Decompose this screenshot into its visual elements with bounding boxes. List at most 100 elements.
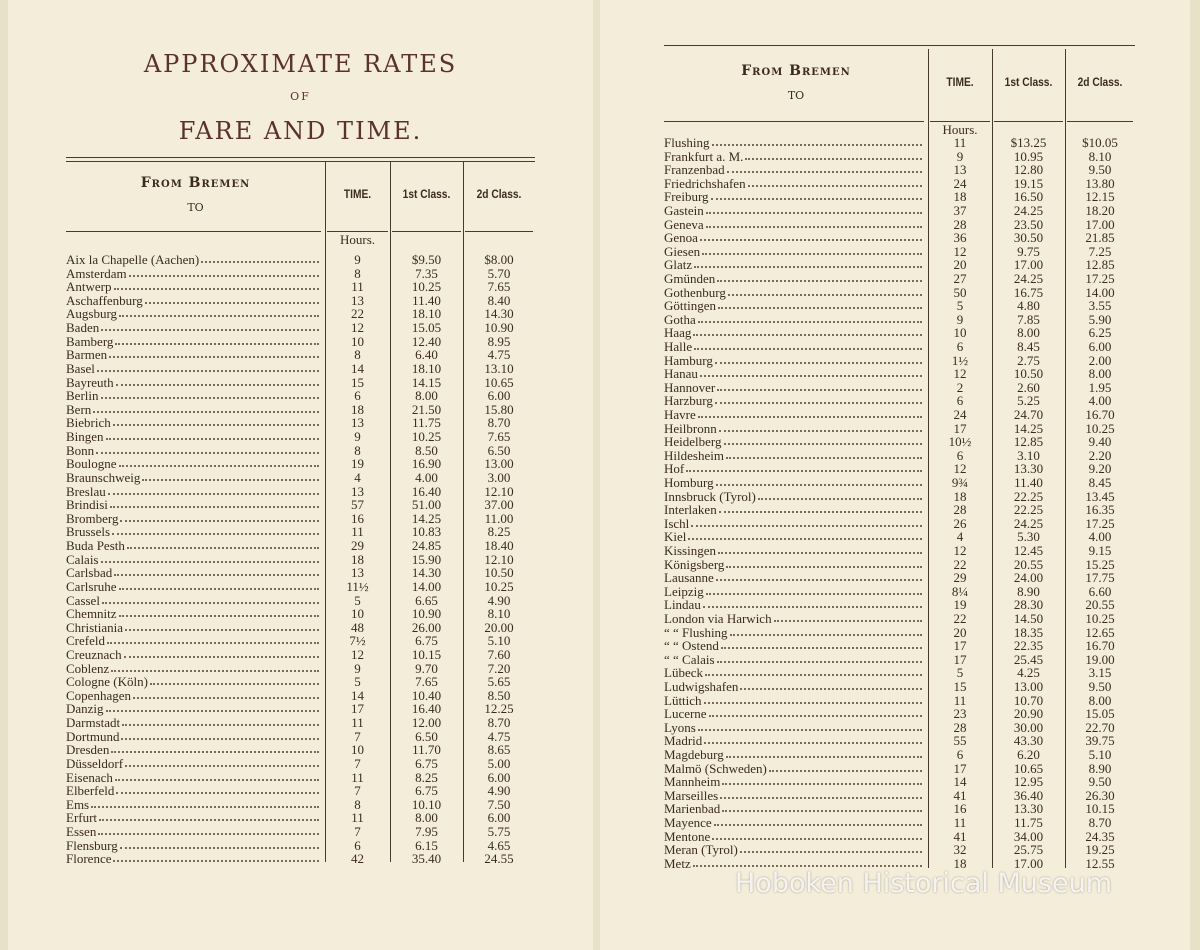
- leader: [710, 190, 922, 201]
- destination-name: Ischl: [664, 515, 690, 531]
- table-row: Hof 12 13.30 9.20: [664, 462, 1135, 476]
- table-row: Hannover 2 2.60 1.95: [664, 380, 1135, 395]
- destination: Brindisi: [66, 498, 321, 512]
- second-class: 13.45: [1085, 488, 1115, 504]
- first-class: 8.00: [1017, 325, 1040, 341]
- table-row: Innsbruck (Tyrol) 18 22.25 13.45: [664, 488, 1135, 504]
- leader: [126, 539, 319, 550]
- destination-name: Mayence: [664, 815, 712, 830]
- table-row: Breslau 13 16.40 12.10: [66, 483, 535, 499]
- time: 24: [953, 407, 967, 422]
- first-class: 20.55: [1013, 556, 1044, 572]
- second-class: 15.05: [1085, 706, 1115, 722]
- leader: [720, 789, 922, 799]
- first-class: 8.50: [415, 442, 438, 458]
- first-class: 6.20: [1017, 747, 1040, 762]
- time: 17: [351, 701, 364, 717]
- table-row: Magdeburg 6 6.20 5.10: [664, 748, 1135, 762]
- second-class: 4.65: [487, 837, 511, 853]
- leader: [705, 585, 922, 595]
- destination: Creuznach: [66, 647, 321, 662]
- destination: Berlin: [66, 389, 321, 403]
- first-class: 19.15: [1013, 175, 1044, 191]
- time: 29: [953, 570, 967, 586]
- time: 41: [953, 828, 967, 844]
- destination-name: Königsberg: [664, 556, 725, 572]
- table-row: Basel 14 18.10 13.10: [66, 360, 535, 376]
- time: 14: [351, 360, 364, 376]
- time: 8: [354, 265, 361, 281]
- leader: [114, 771, 319, 781]
- leader: [708, 707, 922, 718]
- time: 10: [351, 742, 364, 758]
- destination-name: Innsbruck (Tyrol): [664, 488, 756, 504]
- rule: [66, 157, 535, 158]
- table-row: Gastein 37 24.25 18.20: [664, 204, 1135, 218]
- destination-name: Breslau: [66, 483, 106, 499]
- second-class: 8.65: [487, 742, 511, 758]
- destination-name: Flensburg: [66, 837, 118, 853]
- destination-name: Amsterdam: [66, 265, 127, 281]
- second-class: 5.00: [487, 755, 511, 771]
- destination: Lindau: [664, 598, 924, 612]
- destination-name: Cassel: [66, 592, 100, 608]
- leader: [112, 525, 319, 536]
- leader: [717, 381, 922, 391]
- second-class: 10.90: [484, 320, 514, 336]
- table-row: Barmen 8 6.40 4.75: [66, 348, 535, 362]
- table-row: Coblenz 9 9.70 7.20: [66, 661, 535, 676]
- second-class: 8.50: [487, 687, 511, 703]
- table-row: London via Harwich 22 14.50 10.25: [664, 612, 1135, 626]
- time: 19: [351, 456, 364, 472]
- first-class: 7.35: [415, 265, 438, 281]
- destination: Flensburg: [66, 837, 321, 853]
- table-row: Bamberg 10 12.40 8.95: [66, 334, 535, 349]
- table-row: Homburg 9¾ 11.40 8.45: [664, 476, 1135, 490]
- first-class: 14.25: [1013, 420, 1044, 436]
- destination: Basel: [66, 361, 321, 376]
- first-class: 4.80: [1017, 298, 1040, 314]
- leader: [713, 816, 922, 826]
- destination-name: Bingen: [66, 429, 104, 445]
- second-class: 16.35: [1085, 502, 1115, 518]
- leader: [144, 294, 319, 304]
- leader: [702, 598, 922, 609]
- second-class: 17.00: [1085, 216, 1115, 232]
- header-rule: [465, 231, 533, 232]
- table-row: Hildesheim 6 3.10 2.20: [664, 448, 1135, 463]
- leader: [118, 607, 319, 618]
- first-class: 10.25: [411, 279, 442, 295]
- table-row: Baden 12 15.05 10.90: [66, 321, 535, 335]
- second-class: 12.15: [1085, 189, 1115, 205]
- table-row: Bayreuth 15 14.15 10.65: [66, 375, 535, 390]
- table-row: Florence 42 35.40 24.55: [66, 852, 535, 866]
- leader: [720, 639, 922, 650]
- leader: [739, 843, 922, 854]
- first-class: 23.50: [1013, 216, 1044, 232]
- destination: Harzburg: [664, 394, 924, 408]
- leader: [692, 857, 922, 867]
- table-row: Marseilles 41 36.40 26.30: [664, 787, 1135, 803]
- time: 18: [351, 401, 364, 417]
- second-class: 4.75: [487, 728, 511, 744]
- second-class: 6.00: [487, 810, 511, 826]
- destination: Metz: [664, 856, 924, 871]
- destination: Hamburg: [664, 353, 924, 368]
- first-class: 6.75: [415, 755, 438, 771]
- destination: Giesen: [664, 244, 924, 259]
- time: 41: [953, 787, 967, 803]
- destination-name: Copenhagen: [66, 687, 131, 703]
- table-row: Lyons 28 30.00 22.70: [664, 720, 1135, 735]
- time: 14: [351, 687, 364, 703]
- table-row: Erfurt 11 8.00 6.00: [66, 811, 535, 825]
- leader: [697, 721, 922, 731]
- leader: [716, 653, 922, 663]
- second-class: 12.10: [484, 551, 514, 567]
- first-class: 10.40: [411, 687, 442, 703]
- destination: Gothenburg: [664, 285, 924, 300]
- second-class: 13.00: [484, 456, 514, 472]
- table-row: Metz 18 17.00 12.55: [664, 856, 1135, 871]
- table-row: Aix la Chapelle (Aachen) 9 $9.50 $8.00: [66, 253, 535, 267]
- destination-name: Dortmund: [66, 728, 120, 744]
- first-class: 24.00: [1013, 570, 1044, 586]
